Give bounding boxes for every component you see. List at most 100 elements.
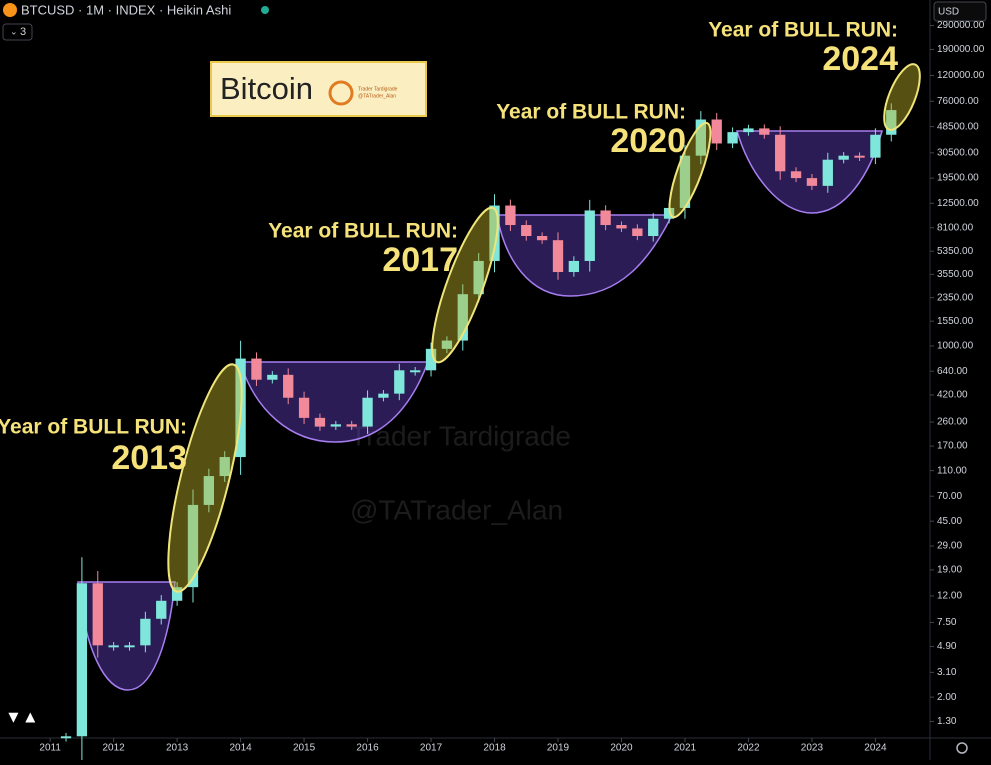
cup-shape (496, 214, 674, 297)
x-tick-label: 2012 (103, 743, 126, 754)
logo-caption: Trader Tardigrade (358, 86, 398, 92)
y-tick-label: 12.00 (937, 591, 962, 602)
candle (679, 155, 691, 208)
candle (362, 397, 373, 427)
candle (76, 583, 88, 737)
bull-run-highlights (167, 63, 921, 593)
annotation-year: 2013 (111, 439, 187, 477)
x-tick-label: 2015 (293, 743, 316, 754)
y-tick-label: 70.00 (937, 491, 962, 502)
candle (521, 225, 532, 236)
coin-icon (3, 3, 17, 17)
candle (822, 159, 833, 186)
y-tick-label: 120000.00 (937, 70, 985, 81)
candle (457, 294, 468, 341)
candle (489, 205, 500, 261)
candle (410, 370, 421, 373)
candle (759, 128, 770, 135)
candle (473, 260, 484, 295)
watermark: Trader Tardigrade (350, 420, 571, 451)
annotation-year: 2017 (382, 241, 458, 279)
candle (790, 171, 802, 179)
candle (251, 358, 262, 380)
settings-icon[interactable] (956, 742, 968, 754)
y-tick-label: 8100.00 (937, 222, 974, 233)
indicator-count: 3 (20, 26, 26, 38)
candle (330, 424, 341, 427)
candle (632, 228, 643, 236)
logo-box (210, 61, 427, 117)
annotation-year: 2020 (610, 122, 686, 160)
candle (378, 393, 389, 398)
status-dot[interactable] (261, 6, 269, 14)
candle (870, 134, 881, 158)
y-tick-label: 12500.00 (937, 198, 979, 209)
y-tick-label: 420.00 (937, 390, 968, 401)
chevron: ⌄ (10, 26, 18, 36)
x-tick-label: 2013 (166, 743, 189, 754)
x-tick-label: 2021 (674, 743, 697, 754)
annotation-label: Year of BULL RUN: (268, 220, 458, 243)
highlight-ellipse (431, 206, 499, 364)
candle (663, 207, 675, 219)
highlight-ellipse (883, 63, 921, 131)
candle (92, 583, 103, 646)
candle (425, 348, 437, 371)
candle (886, 110, 897, 135)
annotation-label: Year of BULL RUN: (708, 19, 898, 42)
candle (727, 132, 738, 144)
candle (838, 155, 849, 160)
candle (346, 424, 357, 427)
candle (648, 218, 659, 236)
y-tick-label: 7.50 (937, 617, 957, 628)
logo-title: Bitcoin (220, 71, 313, 106)
candle (140, 618, 151, 646)
tv-logo[interactable]: ▼▲ (5, 707, 39, 726)
candle (775, 134, 786, 172)
candle (394, 370, 405, 394)
y-tick-label: 190000.00 (937, 44, 985, 55)
y-tick-label: 30500.00 (937, 147, 979, 158)
annotation-label: Year of BULL RUN: (496, 101, 686, 124)
candle (743, 128, 754, 133)
currency-button[interactable] (933, 1, 987, 22)
x-tick-label: 2017 (420, 743, 443, 754)
y-tick-label: 45.00 (937, 516, 962, 527)
currency-label: USD (938, 7, 959, 18)
candle (314, 417, 326, 427)
symbol-title: BTCUSD · 1M · INDEX · Heikin Ashi (21, 2, 231, 17)
candle (267, 374, 278, 380)
candle (219, 457, 230, 477)
cup-shape (735, 130, 883, 214)
x-tick-label: 2018 (483, 743, 506, 754)
y-tick-label: 1000.00 (937, 341, 974, 352)
x-tick-label: 2014 (229, 743, 252, 754)
y-tick-label: 260.00 (937, 417, 968, 428)
x-tick-label: 2020 (610, 743, 633, 754)
candle (536, 235, 548, 241)
y-tick-label: 110.00 (937, 465, 967, 476)
candle (711, 119, 722, 144)
x-tick-label: 2019 (547, 743, 570, 754)
candle (298, 397, 310, 418)
highlight-ellipse (668, 121, 712, 219)
candle (584, 210, 595, 261)
x-tick-label: 2023 (801, 743, 824, 754)
logo-caption: @TATrader_Alan (358, 93, 396, 99)
y-tick-label: 290000.00 (937, 20, 985, 31)
indicator-toggle[interactable] (2, 23, 33, 41)
logo-icon (328, 80, 354, 106)
y-tick-label: 170.00 (937, 441, 968, 452)
y-tick-label: 4.90 (937, 641, 957, 652)
y-tick-label: 1.30 (937, 716, 957, 727)
y-tick-label: 3.10 (937, 667, 957, 678)
watermark: @TATrader_Alan (350, 494, 563, 525)
x-tick-label: 2011 (39, 743, 61, 754)
y-tick-label: 640.00 (937, 366, 968, 377)
candle (505, 205, 516, 226)
candle (187, 504, 199, 588)
candle (60, 736, 72, 739)
highlight-ellipse (167, 363, 243, 593)
y-tick-label: 2.00 (937, 692, 957, 703)
